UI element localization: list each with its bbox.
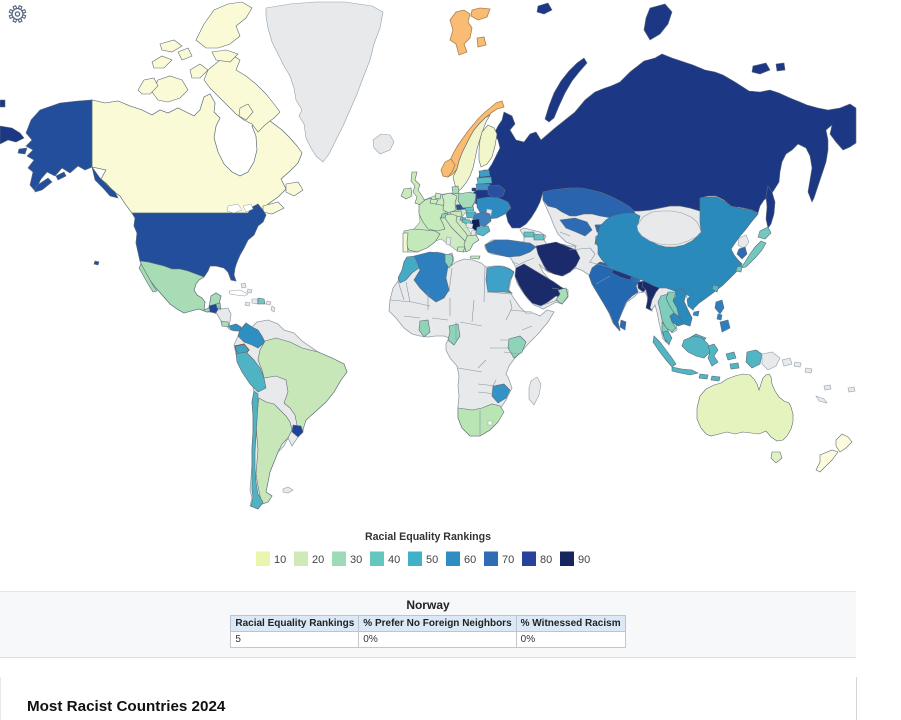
svg-text:40: 40 xyxy=(388,554,400,566)
svg-text:60: 60 xyxy=(464,554,476,566)
svg-text:80: 80 xyxy=(540,554,552,566)
svg-text:Racial Equality Rankings: Racial Equality Rankings xyxy=(365,531,491,543)
svg-text:30: 30 xyxy=(350,554,362,566)
svg-text:50: 50 xyxy=(426,554,438,566)
svg-text:70: 70 xyxy=(502,554,514,566)
svg-text:10: 10 xyxy=(274,554,286,566)
svg-text:90: 90 xyxy=(578,554,590,566)
svg-text:20: 20 xyxy=(312,554,324,566)
